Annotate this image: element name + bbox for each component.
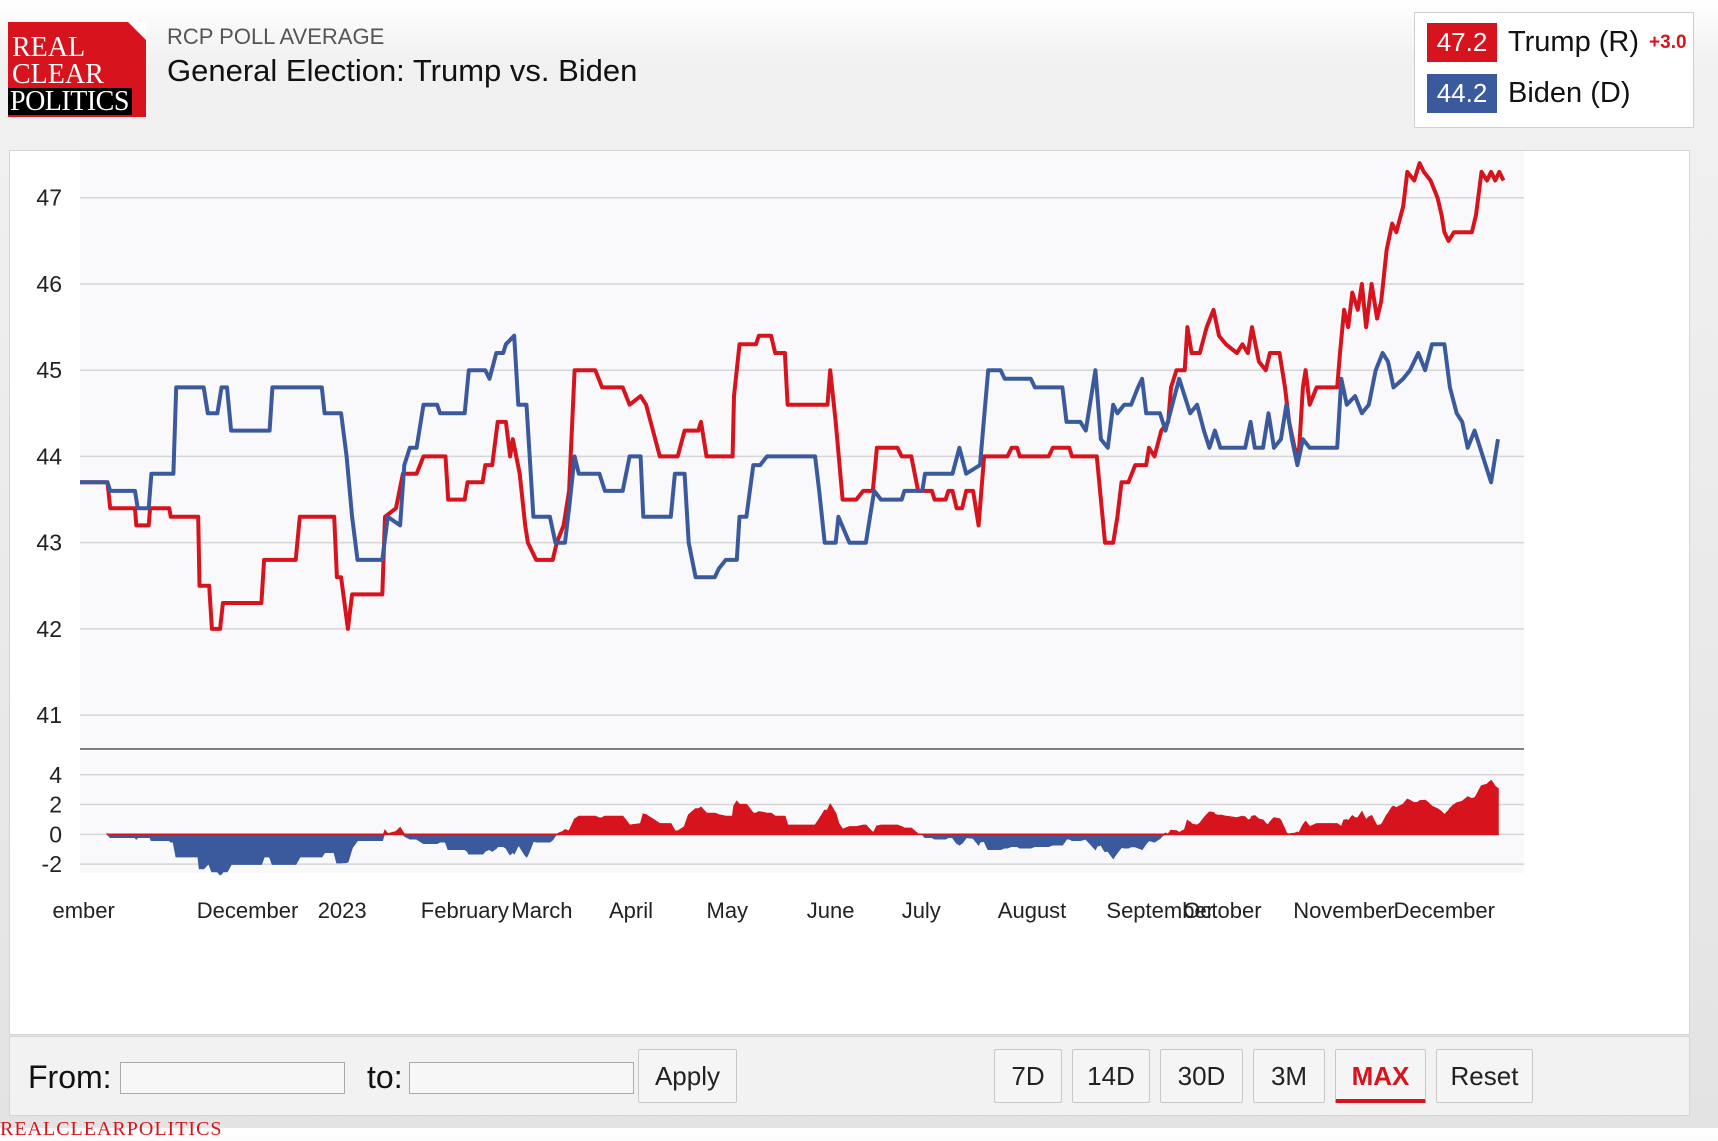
x-tick-label: June <box>807 898 855 923</box>
x-tick-label: August <box>998 898 1067 923</box>
x-tick-label: November <box>1293 898 1394 923</box>
x-tick-label: May <box>707 898 749 923</box>
x-tick-label: December <box>1394 898 1495 923</box>
apply-button[interactable]: Apply <box>638 1049 737 1103</box>
x-tick-label: March <box>511 898 572 923</box>
to-date-input[interactable] <box>409 1062 634 1094</box>
logo-line-3: POLITICS <box>8 88 132 116</box>
spread-y-tick-label: -2 <box>42 851 62 877</box>
x-tick-label: July <box>902 898 941 923</box>
reset-button[interactable]: Reset <box>1436 1049 1533 1103</box>
legend-trump-value: 47.2 <box>1427 23 1497 62</box>
x-tick-label: October <box>1183 898 1261 923</box>
logo-fold <box>128 22 146 40</box>
y-tick-label: 42 <box>36 616 62 642</box>
legend-trump-name: Trump (R) <box>1508 26 1640 58</box>
spread-y-tick-label: 2 <box>49 792 62 818</box>
x-tick-label: April <box>609 898 653 923</box>
footer-wordmark: REALCLEARPOLITICS <box>0 1118 223 1140</box>
y-tick-label: 41 <box>36 702 62 728</box>
rcp-logo[interactable]: REAL CLEAR POLITICS <box>8 22 146 117</box>
legend-item-biden[interactable]: 44.2 Biden (D) <box>1427 74 1631 113</box>
x-tick-label: February <box>421 898 509 923</box>
spread-y-tick-label: 4 <box>49 762 62 788</box>
range-max-button[interactable]: MAX <box>1335 1049 1426 1103</box>
to-label: to: <box>367 1059 403 1095</box>
legend-trump-lead: +3.0 <box>1649 31 1687 53</box>
chart-subtitle: RCP POLL AVERAGE <box>167 24 385 49</box>
x-tick-label: 2023 <box>318 898 367 923</box>
from-label: From: <box>28 1059 112 1095</box>
y-tick-label: 44 <box>36 443 62 469</box>
y-tick-label: 43 <box>36 530 62 556</box>
series-line-biden <box>80 333 1500 580</box>
plot-background <box>80 151 1524 749</box>
legend-biden-name: Biden (D) <box>1508 77 1631 109</box>
chart-container: 41 42 43 44 45 46 47 4 2 0 -2 ember December 2023 Febr… <box>9 150 1690 1035</box>
chart-title: General Election: Trump vs. Biden <box>167 53 638 88</box>
y-tick-label: 45 <box>36 357 62 383</box>
date-controls: From: to: Apply 7D 14D 30D 3M MAX Reset <box>9 1036 1690 1116</box>
range-7d-button[interactable]: 7D <box>994 1049 1062 1103</box>
legend-biden-value: 44.2 <box>1427 74 1497 113</box>
legend-item-trump[interactable]: 47.2 Trump (R) +3.0 <box>1427 23 1687 62</box>
y-tick-label: 47 <box>36 185 62 211</box>
x-tick-label: September <box>1106 898 1214 923</box>
logo-line-2: CLEAR <box>12 59 104 90</box>
range-3m-button[interactable]: 3M <box>1253 1049 1325 1103</box>
range-14d-button[interactable]: 14D <box>1072 1049 1150 1103</box>
spread-y-tick-label: 0 <box>49 821 62 847</box>
logo-line-1: REAL <box>12 32 86 63</box>
from-date-input[interactable] <box>120 1062 345 1094</box>
legend: 47.2 Trump (R) +3.0 44.2 Biden (D) <box>1414 12 1694 128</box>
y-tick-label: 46 <box>36 271 62 297</box>
range-30d-button[interactable]: 30D <box>1160 1049 1243 1103</box>
series-line-trump <box>80 161 1506 631</box>
spread-area-trump <box>106 779 1499 836</box>
x-tick-label: ember <box>53 898 115 923</box>
x-tick-label: December <box>197 898 298 923</box>
